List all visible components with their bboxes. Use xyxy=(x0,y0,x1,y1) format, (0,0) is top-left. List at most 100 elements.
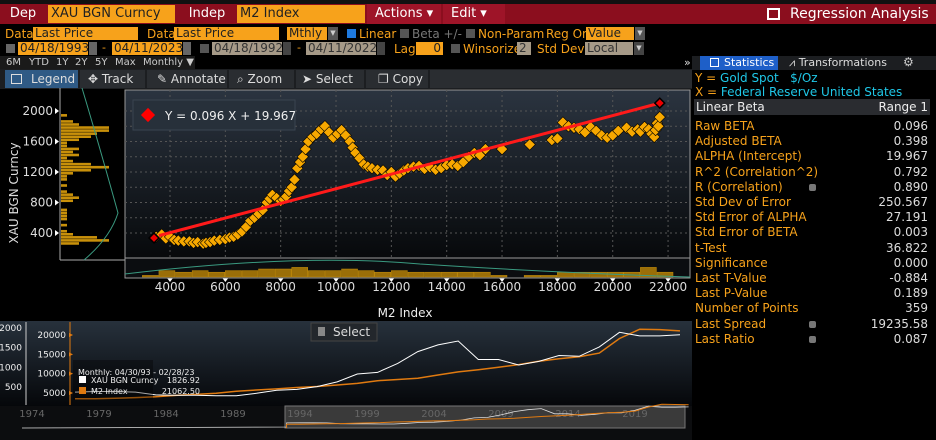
navigator-year-label: 1974 xyxy=(19,409,44,420)
actions-menu[interactable]: Actions ▾ xyxy=(367,4,441,24)
period-6m[interactable]: 6M xyxy=(6,57,21,68)
tab-statistics[interactable]: Statistics xyxy=(700,56,778,70)
stddev-select[interactable]: Local xyxy=(585,42,633,55)
stat-value: 27.191 xyxy=(886,210,928,225)
stat-options-icon[interactable] xyxy=(809,320,816,328)
data1-field[interactable]: Last Price xyxy=(33,27,138,40)
range2-checkbox[interactable] xyxy=(200,44,209,53)
linear-checkbox[interactable] xyxy=(347,29,356,38)
range2-end-date[interactable]: 04/11/2022 xyxy=(306,41,378,55)
calendar-icon[interactable] xyxy=(89,42,97,55)
y-histogram-bar xyxy=(61,150,73,154)
collapse-panel-button[interactable]: » xyxy=(684,56,691,69)
nonparam-checkbox[interactable] xyxy=(466,29,475,38)
beta-checkbox[interactable] xyxy=(400,29,409,38)
period-2y[interactable]: 2Y xyxy=(75,57,88,68)
popout-icon[interactable] xyxy=(767,8,780,20)
frequency-dropdown-icon[interactable]: ▼ xyxy=(328,27,338,40)
regon-label: Reg On xyxy=(546,27,590,41)
data2-field[interactable]: Last Price xyxy=(174,27,279,40)
navigator-year-label: 2004 xyxy=(421,409,446,420)
y-histogram-bar xyxy=(61,214,67,218)
legend-button[interactable]: Legend xyxy=(5,70,78,88)
copy-button[interactable]: ❐ Copy xyxy=(366,70,428,88)
x-histogram-bar xyxy=(142,275,159,278)
y-histogram-bar xyxy=(61,129,109,132)
select-button[interactable]: ➤ Select xyxy=(296,70,364,88)
indep-ticker-input[interactable]: M2 Index xyxy=(237,5,365,23)
tab-transformations[interactable]: ⩘ Transformations xyxy=(789,56,887,70)
stddev-dropdown-icon[interactable]: ▼ xyxy=(634,42,644,55)
edit-menu[interactable]: Edit ▾ xyxy=(443,4,505,24)
x-tick-label: 8000 xyxy=(265,280,296,294)
frequency-select[interactable]: Mthly xyxy=(287,27,327,40)
tab-statistics-label: Statistics xyxy=(724,56,775,69)
period-ytd[interactable]: YTD xyxy=(29,57,49,68)
y-histogram-bar xyxy=(61,178,67,181)
gear-icon[interactable]: ⚙ xyxy=(903,55,914,69)
x-histogram-bar xyxy=(291,267,308,278)
y-histogram-bar xyxy=(61,162,91,166)
stat-options-icon[interactable] xyxy=(809,183,816,191)
linear-label: Linear xyxy=(359,27,397,41)
navigator-year-label: 1979 xyxy=(86,409,111,420)
period-max[interactable]: Max xyxy=(115,57,136,68)
x-histogram-bar xyxy=(573,271,591,278)
winsorize-input[interactable]: 2 xyxy=(517,42,531,55)
track-button[interactable]: ✥ Track xyxy=(80,70,145,88)
y-histogram-bar xyxy=(61,211,67,215)
x-tick-label: 10000 xyxy=(317,280,355,294)
scatter-point xyxy=(652,120,665,133)
lag-input[interactable]: 0 xyxy=(416,42,443,55)
y-histogram-bar xyxy=(61,114,67,117)
stat-value: 19.967 xyxy=(886,149,928,164)
regon-select[interactable]: Value xyxy=(586,27,634,40)
stat-row: ALPHA (Intercept) 19.967 xyxy=(695,149,928,164)
range1-end-date[interactable]: 04/11/2023 xyxy=(112,41,184,55)
y-histogram-bar xyxy=(61,135,91,138)
winsorize-checkbox[interactable] xyxy=(451,44,460,53)
frequency-monthly-dropdown[interactable]: Monthly ▼ xyxy=(143,57,194,68)
scatter-point xyxy=(523,138,536,151)
x-distribution-curve xyxy=(124,259,691,278)
select-label: Select xyxy=(315,72,353,86)
y-tick-mark xyxy=(55,108,59,114)
calendar-icon[interactable] xyxy=(183,42,191,55)
stat-value: 0.792 xyxy=(893,164,928,179)
left-tick-label: 2000 xyxy=(0,324,22,334)
navigator-year-label: 1984 xyxy=(153,409,178,420)
stat-options-icon[interactable] xyxy=(809,335,816,343)
x-prefix: X = xyxy=(695,85,718,99)
y-tick-mark xyxy=(55,169,59,175)
x-tick-mark xyxy=(443,278,450,282)
pen-icon: ✎ xyxy=(157,72,171,86)
annotate-button[interactable]: ✎ Annotate xyxy=(147,70,227,88)
scatter-chart[interactable]: 4000 6000 8000 10000 12000 14000 16000 18000 200… xyxy=(0,88,692,320)
copy-label: Copy xyxy=(392,72,424,86)
stat-value: 0.087 xyxy=(893,331,928,346)
x-histogram-bar xyxy=(540,275,558,278)
x-tick-label: 20000 xyxy=(594,280,632,294)
calendar-icon[interactable] xyxy=(283,42,291,55)
data2-label: Data xyxy=(147,27,176,41)
regon-dropdown-icon[interactable]: ▼ xyxy=(635,27,645,40)
y-histogram-bar xyxy=(61,196,79,199)
range1-checkbox[interactable] xyxy=(6,44,15,53)
column-range-1: Range 1 xyxy=(878,100,928,114)
dep-ticker-input[interactable]: XAU BGN Curncy xyxy=(48,5,175,23)
magnifier-icon: ⌕ xyxy=(237,72,248,86)
zoom-button[interactable]: ⌕ Zoom xyxy=(229,70,294,88)
time-series-chart[interactable]: 500 1000 1500 2000 5000 10000 15000 20000 Select… xyxy=(0,320,692,440)
period-1y[interactable]: 1Y xyxy=(56,57,69,68)
period-5y[interactable]: 5Y xyxy=(95,57,108,68)
calendar-icon[interactable] xyxy=(377,42,385,55)
stat-label: Number of Points xyxy=(695,301,799,316)
status-strip xyxy=(0,0,936,4)
scatter-point xyxy=(653,111,666,124)
range2-start-date[interactable]: 04/18/1992 xyxy=(212,41,284,55)
x-histogram-bar xyxy=(590,271,607,278)
legend-swatch xyxy=(79,387,86,394)
range1-start-date[interactable]: 04/18/1993 xyxy=(18,41,90,55)
stat-row: R (Correlation) 0.890 xyxy=(695,180,928,195)
date-separator: - xyxy=(297,41,301,54)
